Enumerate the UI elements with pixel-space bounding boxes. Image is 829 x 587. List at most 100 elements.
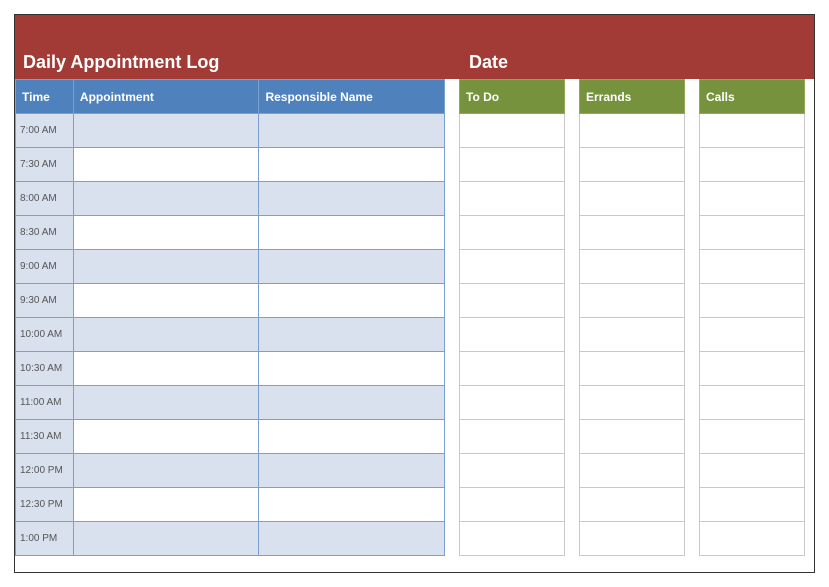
side-list-cell[interactable] <box>460 318 565 352</box>
appointment-cell[interactable] <box>73 420 259 454</box>
time-cell[interactable]: 7:00 AM <box>16 114 74 148</box>
list-item <box>460 318 565 352</box>
side-list-cell[interactable] <box>700 488 805 522</box>
header-responsible: Responsible Name <box>259 80 445 114</box>
time-cell[interactable]: 1:00 PM <box>16 522 74 556</box>
side-list-cell[interactable] <box>460 352 565 386</box>
appointment-cell[interactable] <box>73 522 259 556</box>
list-item <box>700 454 805 488</box>
side-list-cell[interactable] <box>460 250 565 284</box>
side-list-cell[interactable] <box>700 284 805 318</box>
appointment-cell[interactable] <box>73 454 259 488</box>
responsible-cell[interactable] <box>259 182 445 216</box>
side-list-cell[interactable] <box>460 420 565 454</box>
side-list-cell[interactable] <box>580 114 685 148</box>
appointment-cell[interactable] <box>73 182 259 216</box>
appointment-cell[interactable] <box>73 148 259 182</box>
appointment-cell[interactable] <box>73 386 259 420</box>
list-item <box>460 352 565 386</box>
appointment-cell[interactable] <box>73 250 259 284</box>
side-list-cell[interactable] <box>460 182 565 216</box>
appointment-cell[interactable] <box>73 114 259 148</box>
time-cell[interactable]: 7:30 AM <box>16 148 74 182</box>
side-list-cell[interactable] <box>580 216 685 250</box>
appointment-cell[interactable] <box>73 488 259 522</box>
list-item <box>580 318 685 352</box>
time-cell[interactable]: 9:30 AM <box>16 284 74 318</box>
side-list-cell[interactable] <box>460 284 565 318</box>
appointment-cell[interactable] <box>73 284 259 318</box>
side-list-cell[interactable] <box>460 522 565 556</box>
responsible-cell[interactable] <box>259 114 445 148</box>
list-item <box>580 522 685 556</box>
appointment-cell[interactable] <box>73 318 259 352</box>
time-cell[interactable]: 12:30 PM <box>16 488 74 522</box>
side-list-cell[interactable] <box>460 488 565 522</box>
list-item <box>580 182 685 216</box>
side-list-cell[interactable] <box>580 454 685 488</box>
side-list-cell[interactable] <box>700 182 805 216</box>
side-list-cell[interactable] <box>580 420 685 454</box>
appointment-cell[interactable] <box>73 216 259 250</box>
appointment-cell[interactable] <box>73 352 259 386</box>
side-list-cell[interactable] <box>460 454 565 488</box>
side-list-table: To Do <box>459 79 565 556</box>
time-cell[interactable]: 11:00 AM <box>16 386 74 420</box>
list-item <box>700 284 805 318</box>
side-list-cell[interactable] <box>460 216 565 250</box>
time-cell[interactable]: 10:00 AM <box>16 318 74 352</box>
list-item <box>460 386 565 420</box>
responsible-cell[interactable] <box>259 522 445 556</box>
side-list-cell[interactable] <box>580 386 685 420</box>
side-list-cell[interactable] <box>700 386 805 420</box>
table-row: 8:30 AM <box>16 216 445 250</box>
time-cell[interactable]: 8:00 AM <box>16 182 74 216</box>
time-cell[interactable]: 11:30 AM <box>16 420 74 454</box>
responsible-cell[interactable] <box>259 250 445 284</box>
responsible-cell[interactable] <box>259 318 445 352</box>
table-row: 9:30 AM <box>16 284 445 318</box>
time-cell[interactable]: 12:00 PM <box>16 454 74 488</box>
responsible-cell[interactable] <box>259 420 445 454</box>
side-list-cell[interactable] <box>700 250 805 284</box>
side-list-cell[interactable] <box>580 488 685 522</box>
responsible-cell[interactable] <box>259 352 445 386</box>
list-item <box>460 182 565 216</box>
responsible-cell[interactable] <box>259 284 445 318</box>
side-list-cell[interactable] <box>700 454 805 488</box>
side-list-cell[interactable] <box>580 522 685 556</box>
side-list-cell[interactable] <box>580 148 685 182</box>
list-item <box>460 250 565 284</box>
time-cell[interactable]: 10:30 AM <box>16 352 74 386</box>
side-list-cell[interactable] <box>580 318 685 352</box>
side-list-cell[interactable] <box>580 182 685 216</box>
side-list-cell[interactable] <box>580 352 685 386</box>
responsible-cell[interactable] <box>259 148 445 182</box>
time-cell[interactable]: 9:00 AM <box>16 250 74 284</box>
list-item <box>700 386 805 420</box>
responsible-cell[interactable] <box>259 216 445 250</box>
side-list-cell[interactable] <box>700 148 805 182</box>
side-list-cell[interactable] <box>460 148 565 182</box>
side-list-table: Errands <box>579 79 685 556</box>
side-list-cell[interactable] <box>700 318 805 352</box>
title-main: Daily Appointment Log <box>23 52 455 73</box>
side-list-cell[interactable] <box>580 250 685 284</box>
list-item <box>460 420 565 454</box>
list-item <box>580 216 685 250</box>
side-list-table: Calls <box>699 79 805 556</box>
responsible-cell[interactable] <box>259 488 445 522</box>
side-list-cell[interactable] <box>700 114 805 148</box>
time-cell[interactable]: 8:30 AM <box>16 216 74 250</box>
side-list-cell[interactable] <box>580 284 685 318</box>
responsible-cell[interactable] <box>259 386 445 420</box>
responsible-cell[interactable] <box>259 454 445 488</box>
side-list-cell[interactable] <box>700 522 805 556</box>
side-list-cell[interactable] <box>460 114 565 148</box>
list-item <box>580 284 685 318</box>
side-list-cell[interactable] <box>700 420 805 454</box>
side-list-cell[interactable] <box>460 386 565 420</box>
side-list-cell[interactable] <box>700 216 805 250</box>
side-list-cell[interactable] <box>700 352 805 386</box>
title-bar: Daily Appointment Log Date <box>15 15 814 79</box>
